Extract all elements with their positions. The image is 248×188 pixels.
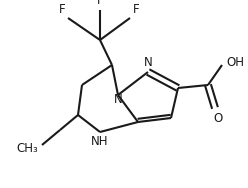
Text: F: F [59,3,65,16]
Text: CH₃: CH₃ [16,142,38,155]
Text: O: O [213,112,223,125]
Text: F: F [97,0,103,7]
Text: F: F [133,3,139,16]
Text: N: N [144,56,152,69]
Text: NH: NH [91,135,109,148]
Text: OH: OH [226,55,244,68]
Text: N: N [114,93,122,106]
